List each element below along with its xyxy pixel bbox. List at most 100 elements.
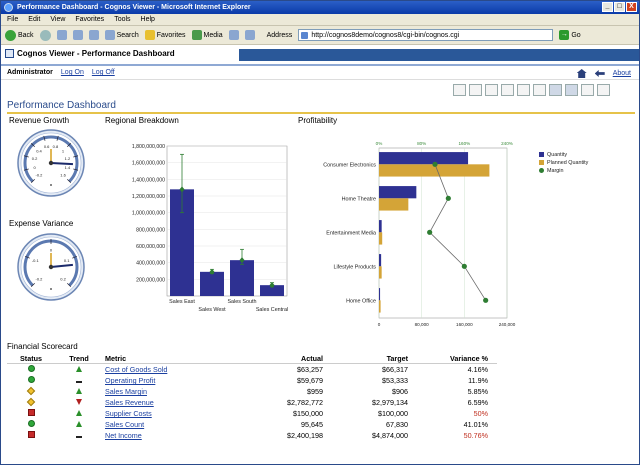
cognos-viewer-icon: [5, 49, 14, 58]
mail-button[interactable]: [244, 30, 255, 40]
address-input[interactable]: http://cognos8demo/cognos8/cgi-bin/cogno…: [298, 29, 554, 41]
metric-link[interactable]: Sales Revenue: [105, 398, 154, 407]
actual-value: 95,645: [301, 420, 323, 429]
expense-variance-label: Expense Variance: [9, 219, 74, 228]
home-button[interactable]: [88, 30, 99, 40]
trend-cell: [55, 376, 103, 385]
status-green-icon: [27, 420, 35, 427]
return-icon[interactable]: [594, 70, 605, 77]
trend-flat-icon: [76, 381, 82, 383]
status-cell: [7, 409, 55, 418]
gauge-needle: [50, 263, 73, 268]
metric-link[interactable]: Sales Count: [105, 420, 145, 429]
log-on-link[interactable]: Log On: [60, 69, 84, 76]
run-icon[interactable]: [485, 84, 498, 96]
related-links-icon[interactable]: [533, 84, 546, 96]
profitability-chart: 0 80,000 160,000 240,000 0% 80% 160% 240% Consum…: [323, 141, 588, 327]
home-icon[interactable]: [576, 69, 587, 78]
quantity-bar: [379, 220, 382, 233]
metric-link[interactable]: Net Income: [105, 431, 142, 440]
legend-label: Quantity: [547, 152, 567, 158]
margin-point: [445, 195, 451, 201]
legend-swatch: [539, 152, 544, 157]
trend-flat-icon: [76, 436, 82, 438]
gauge-tick: [67, 283, 72, 288]
search-button[interactable]: Search: [104, 30, 139, 40]
metric-link[interactable]: Cost of Goods Sold: [105, 365, 168, 374]
back-button[interactable]: Back: [5, 29, 34, 41]
gauge-dot: [50, 184, 52, 186]
target-value: $100,000: [378, 409, 408, 418]
status-cell: [7, 397, 55, 407]
value-marker: [239, 257, 245, 264]
stop-button[interactable]: [56, 30, 67, 40]
margin-point: [461, 263, 467, 269]
menu-edit[interactable]: Edit: [28, 16, 41, 23]
variance-value: 5.85%: [467, 387, 488, 396]
menu-file[interactable]: File: [7, 16, 19, 23]
quantity-bar: [379, 152, 469, 165]
media-button[interactable]: Media: [191, 30, 223, 40]
forward-icon: [39, 29, 51, 41]
gauge-dot: [50, 288, 52, 290]
status-red-icon: [27, 431, 35, 438]
refresh-button[interactable]: [72, 30, 83, 40]
value-marker: [269, 282, 275, 289]
email-icon[interactable]: [469, 84, 482, 96]
gauge-tick: [23, 155, 29, 158]
add-bookmark-icon[interactable]: [565, 84, 578, 96]
forward-button[interactable]: [39, 29, 51, 41]
maximize-button[interactable]: □: [614, 2, 625, 12]
gauge-tick-label: 0.1: [64, 258, 70, 263]
target-value: $906: [392, 387, 408, 396]
about-link[interactable]: About: [612, 70, 631, 77]
history-button[interactable]: [228, 30, 239, 40]
go-button[interactable]: → Go: [559, 30, 581, 40]
status-red-icon: [27, 409, 35, 416]
metric-link[interactable]: Sales Margin: [105, 387, 147, 396]
log-off-link[interactable]: Log Off: [91, 69, 115, 76]
quantity-bar: [379, 254, 382, 267]
gauge-tick-label: 1.2: [65, 156, 71, 161]
planned-quantity-bar: [379, 300, 381, 313]
target-value: $66,317: [382, 365, 408, 374]
status-cell: [7, 376, 55, 385]
menu-help[interactable]: Help: [140, 16, 155, 23]
x-tick-label: Sales East: [169, 299, 195, 305]
menu-favorites[interactable]: Favorites: [75, 16, 105, 23]
actual-value: $2,400,198: [287, 431, 323, 440]
minimize-button[interactable]: _: [602, 2, 613, 12]
target-value: $4,874,000: [372, 431, 408, 440]
menu-view[interactable]: View: [50, 16, 66, 23]
close-button[interactable]: X: [626, 2, 637, 12]
trend-cell: [55, 409, 103, 418]
actual-value: $59,679: [297, 376, 323, 385]
drill-up-icon[interactable]: [517, 84, 530, 96]
favorites-button[interactable]: Favorites: [144, 30, 186, 40]
margin-point: [427, 229, 433, 235]
menu-tools[interactable]: Tools: [114, 16, 131, 23]
metric-link[interactable]: Supplier Costs: [105, 409, 152, 418]
search-icon: [104, 30, 115, 40]
target-value: $53,333: [382, 376, 408, 385]
gauge-tick-label: 1.4: [65, 165, 71, 170]
planned-quantity-bar: [379, 198, 409, 211]
y-tick-label: Lifestyle Products: [333, 264, 376, 270]
star-icon: [144, 30, 155, 40]
quantity-bar: [379, 288, 381, 301]
drill-down-icon[interactable]: [501, 84, 514, 96]
more-options-icon[interactable]: [581, 84, 594, 96]
keep-version-icon[interactable]: [453, 84, 466, 96]
gauge-hub: [48, 264, 54, 270]
scorecard-row: Sales Margin $959 $906 5.85%: [7, 386, 497, 397]
actual-value: $63,257: [297, 365, 323, 374]
top-tick-label: 0%: [376, 141, 383, 146]
view-format-icon[interactable]: [549, 84, 562, 96]
view-options-icon[interactable]: [597, 84, 610, 96]
user-name: Administrator: [7, 69, 53, 76]
trend-cell: [55, 365, 103, 374]
metric-link[interactable]: Operating Profit: [105, 376, 156, 385]
history-icon: [228, 30, 239, 40]
bar-sales-south: [230, 260, 254, 296]
